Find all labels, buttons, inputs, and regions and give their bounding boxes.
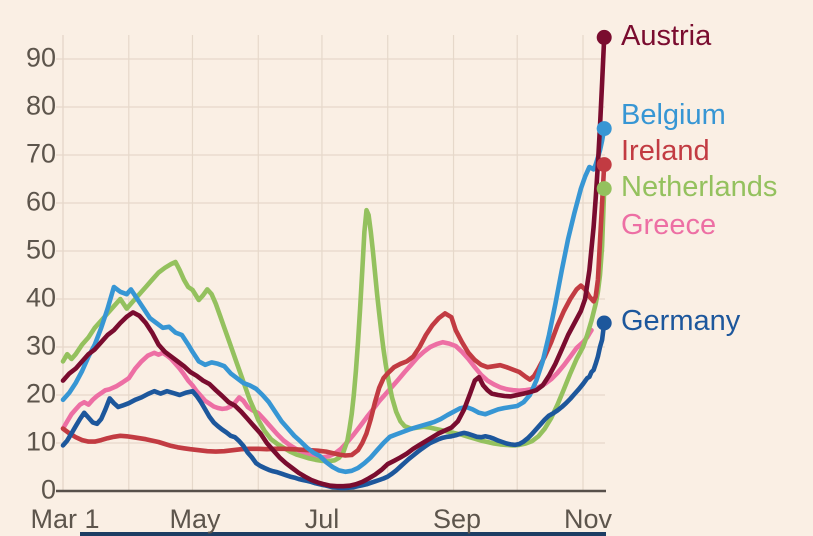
- x-axis-tick-label: Mar 1: [30, 504, 100, 534]
- y-axis-tick-label: 80: [25, 90, 56, 121]
- series-end-dot-netherlands: [596, 181, 612, 197]
- series-line-germany: [60, 320, 607, 491]
- series-label-netherlands: Netherlands: [621, 171, 778, 204]
- series-label-germany: Germany: [621, 304, 741, 337]
- x-axis-tick-label: May: [169, 504, 221, 534]
- series-end-dot-germany: [596, 315, 612, 331]
- x-axis-tick-label: Nov: [563, 504, 613, 534]
- x-axis-tick-label: Sep: [432, 504, 482, 534]
- series-end-dot-belgium: [596, 121, 612, 137]
- y-axis-tick-label: 20: [25, 378, 56, 409]
- y-axis-tick-label: 0: [40, 474, 56, 505]
- y-axis-tick-label: 70: [25, 138, 56, 169]
- series-label-greece: Greece: [621, 208, 717, 241]
- y-axis-tick-label: 90: [25, 42, 56, 73]
- series-line-belgium: [60, 126, 607, 475]
- x-axis-tick-label: Jul: [304, 504, 340, 534]
- y-axis-tick-label: 50: [25, 234, 56, 265]
- series-end-dot-austria: [596, 29, 612, 45]
- y-axis-tick-label: 10: [25, 426, 56, 457]
- series-label-belgium: Belgium: [621, 99, 726, 132]
- y-axis-tick-label: 60: [25, 186, 56, 217]
- y-axis-tick-label: 40: [25, 282, 56, 313]
- series-label-austria: Austria: [621, 19, 712, 52]
- series-line-netherlands: [60, 186, 607, 464]
- y-axis-tick-label: 30: [25, 330, 56, 361]
- bottom-edge-bar: [80, 532, 606, 536]
- series-line-austria: [60, 35, 607, 489]
- series-end-dot-ireland: [596, 157, 612, 173]
- series-label-ireland: Ireland: [621, 135, 710, 168]
